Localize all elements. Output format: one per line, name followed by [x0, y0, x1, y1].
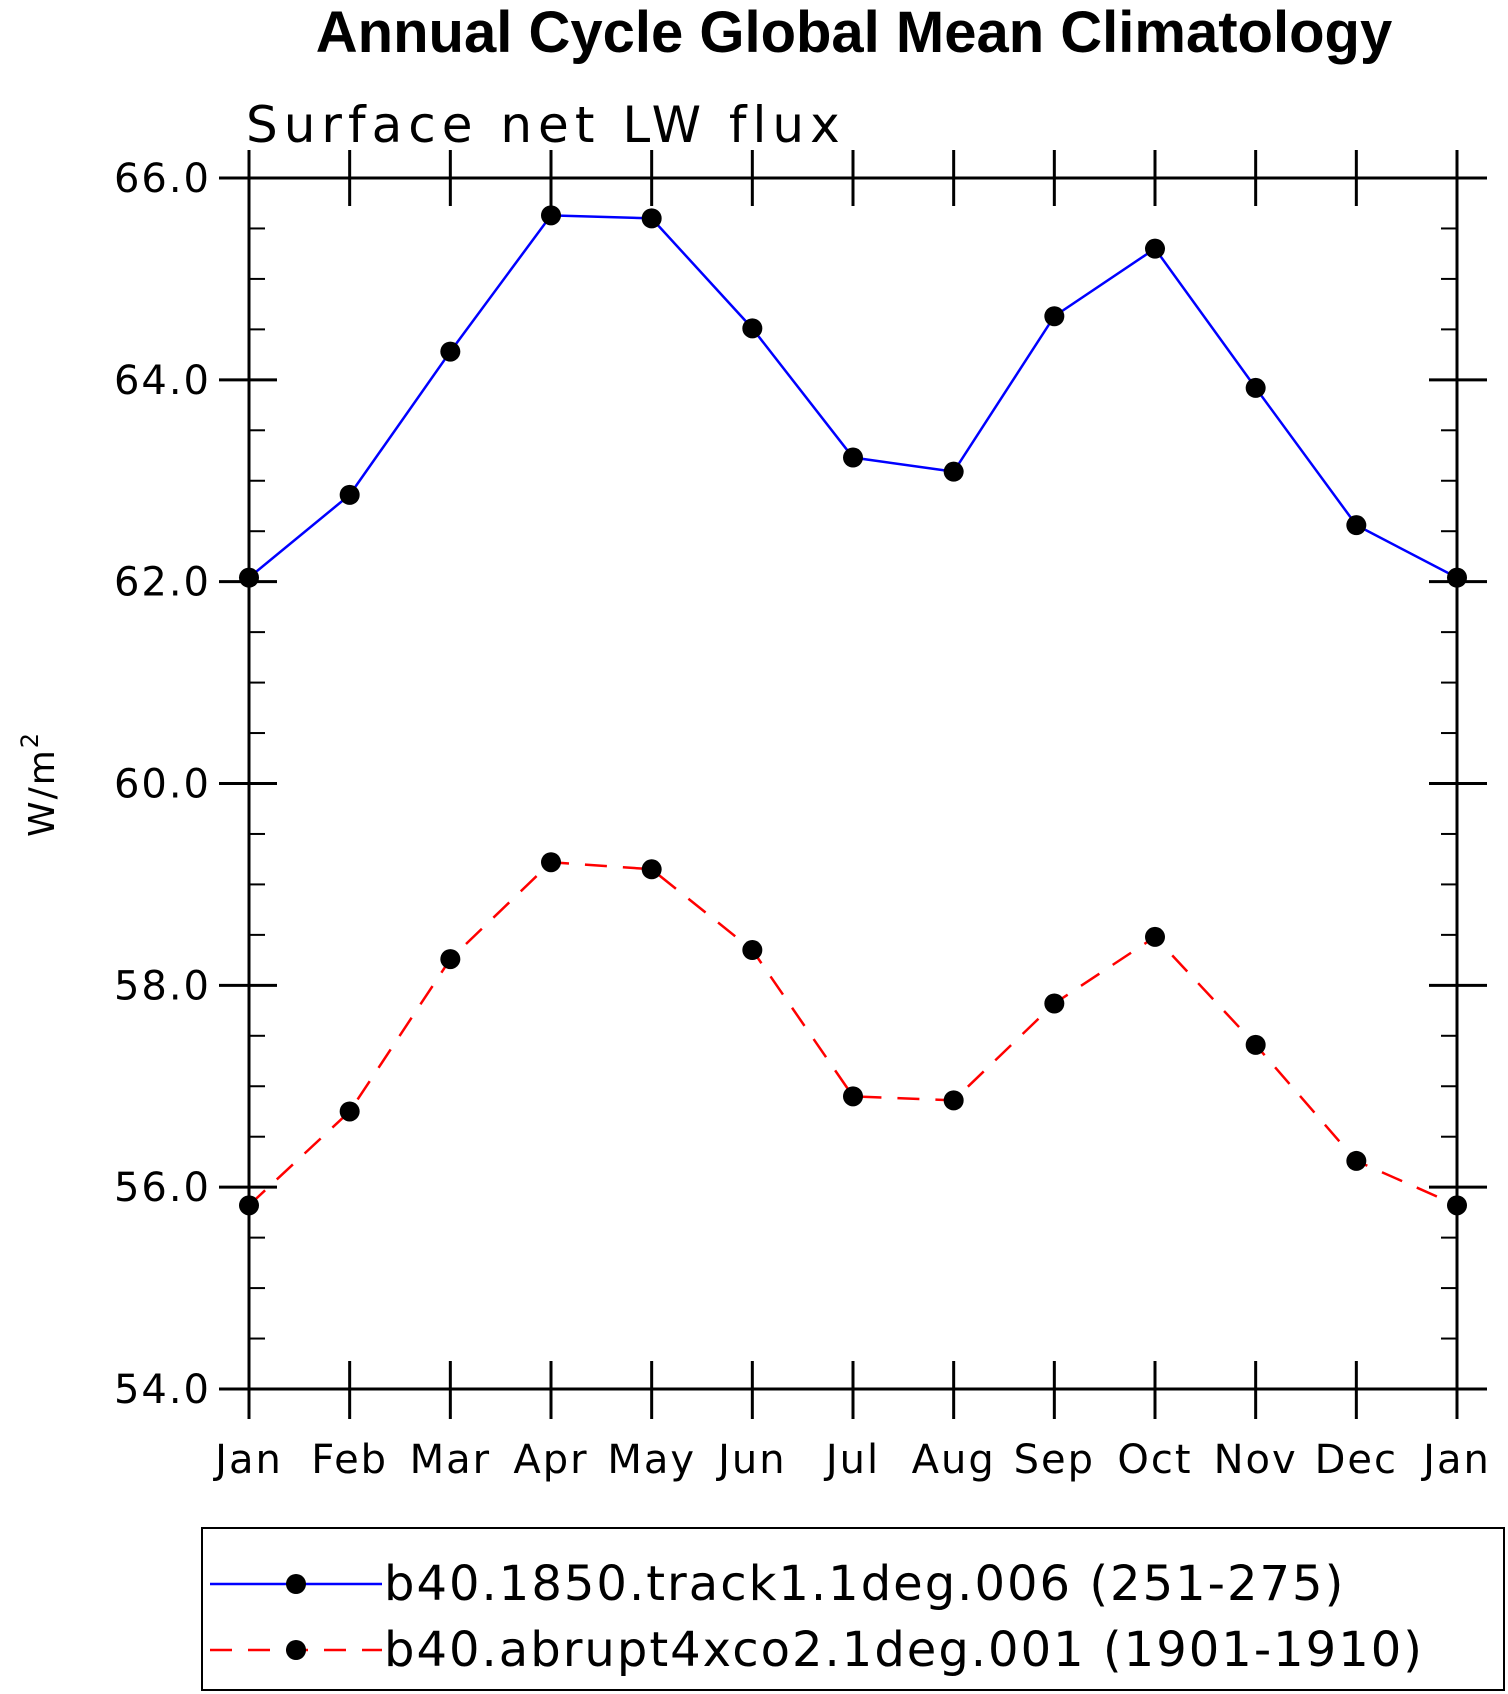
series-2-point	[541, 852, 561, 873]
series-1-point	[943, 461, 964, 482]
series-2-point	[1044, 993, 1065, 1014]
tick-labels: Jan Feb Mar Apr May Jun Jul Aug Sep Oct Nov Dec Jan5…	[114, 156, 1491, 1483]
x-tick-label: Nov	[1214, 1437, 1298, 1483]
x-tick-label: Aug	[912, 1437, 996, 1483]
chart-subtitle: Surface net LW flux	[246, 96, 846, 154]
series-1-point	[1145, 238, 1165, 259]
series-2-point	[943, 1090, 964, 1111]
y-axis-label-superscript: 2	[16, 731, 44, 748]
y-tick-label: 56.0	[114, 1165, 211, 1211]
x-tick-label: May	[607, 1437, 696, 1483]
series-2-point	[1145, 926, 1165, 947]
legend: b40.1850.track1.1deg.006 (251-275) b40.ab…	[210, 1556, 1424, 1678]
chart-title: Annual Cycle Global Mean Climatology	[316, 0, 1392, 65]
legend-label-2: b40.abrupt4xco2.1deg.001 (1901-1910)	[384, 1622, 1424, 1678]
x-tick-label: Oct	[1117, 1437, 1192, 1483]
x-tick-label: Jul	[823, 1437, 880, 1483]
series-2-point	[239, 1195, 259, 1216]
series-1-point	[1447, 567, 1467, 588]
y-tick-label: 60.0	[114, 762, 211, 808]
series-2-point	[440, 949, 461, 970]
series-2-point	[742, 940, 763, 961]
series-line-1	[248, 214, 1458, 579]
series-2-point	[1346, 1150, 1367, 1171]
series-line-2	[248, 860, 1458, 1207]
x-tick-label: Mar	[410, 1437, 491, 1483]
series-1-point	[541, 205, 561, 226]
x-tick-label: Feb	[311, 1437, 388, 1483]
y-axis-label: W/m2	[16, 731, 63, 837]
series-2-point	[1447, 1195, 1467, 1216]
series-2-point	[641, 859, 662, 880]
legend-box	[201, 1527, 1505, 1691]
series-1-point	[440, 341, 461, 362]
y-tick-label: 58.0	[114, 963, 211, 1009]
x-tick-label: Jan	[212, 1437, 283, 1483]
series-1-point	[1044, 306, 1065, 327]
series-layer	[239, 205, 1467, 1216]
series-1-point	[843, 447, 863, 468]
series-1-point	[339, 484, 360, 505]
series-1-point	[239, 567, 259, 588]
legend-label-1: b40.1850.track1.1deg.006 (251-275)	[384, 1556, 1345, 1612]
y-tick-label: 54.0	[114, 1367, 211, 1413]
x-tick-label: Sep	[1014, 1437, 1095, 1483]
y-tick-label: 66.0	[114, 156, 211, 202]
plot-frame	[247, 176, 1459, 1391]
series-1-point	[742, 318, 763, 339]
series-2-point	[1245, 1034, 1266, 1055]
y-tick-label: 64.0	[114, 358, 211, 404]
y-tick-label: 62.0	[114, 560, 211, 606]
series-1-point	[641, 208, 662, 229]
series-1-point	[1245, 377, 1266, 398]
series-1-point	[1346, 515, 1367, 536]
series-2-point	[843, 1086, 863, 1107]
legend-marker-2	[286, 1640, 306, 1660]
x-tick-label: Dec	[1315, 1437, 1398, 1483]
legend-marker-1	[286, 1574, 306, 1594]
series-2-point	[339, 1101, 360, 1122]
axis-ticks	[219, 150, 1487, 1419]
x-tick-label: Jun	[715, 1437, 787, 1483]
y-axis-label-text: W/m	[22, 748, 63, 837]
x-tick-label: Apr	[513, 1437, 588, 1483]
x-tick-label: Jan	[1420, 1437, 1491, 1483]
